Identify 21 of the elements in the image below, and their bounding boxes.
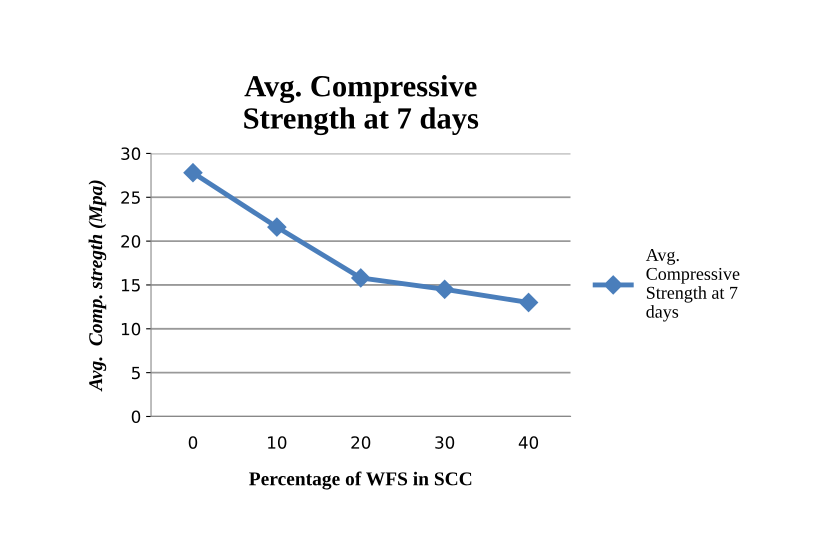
y-tick-label: 25 [121,191,140,204]
y-tick-label: 15 [122,279,140,292]
point [351,268,370,288]
point [183,163,203,182]
y-tick-label: 10 [122,322,140,336]
point [519,292,538,312]
x-tick-label: 30 [435,436,454,449]
point [267,218,286,237]
y-axis-title: Avg. Comp. stregth (Mpa) [88,180,106,392]
x-axis-title: Percentage of WFS in SCC [249,472,472,490]
y-tick-label: 30 [121,147,140,160]
y-tick-label: 20 [121,235,140,248]
y-tick-label: 0 [132,410,140,424]
x-tick-label: 10 [268,436,286,449]
chart-title: Avg. Compressive Strength at 7 days [244,75,478,136]
x-tick-label: 40 [518,436,538,449]
legend-label: Avg. Compressive Strength at 7 days [646,248,740,322]
y-tick-label: 5 [132,366,140,380]
x-tick-label: 20 [351,436,370,449]
x-tick-label: 0 [188,436,198,449]
point [435,280,454,299]
